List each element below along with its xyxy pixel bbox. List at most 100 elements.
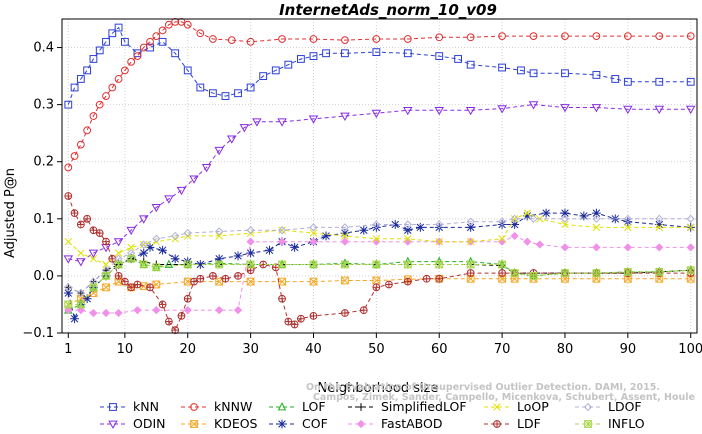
data-point-ldf [422, 274, 431, 283]
data-point-knn [208, 89, 217, 98]
legend-label-fastabod: FastABOD [381, 416, 443, 431]
data-point-knn [284, 60, 293, 69]
legend-label-cof: COF [302, 416, 328, 431]
data-point-odin [371, 109, 382, 119]
data-point-knn [120, 37, 129, 46]
legend-item-cof: COF [269, 416, 328, 431]
legend-label-simplifiedlof: SimplifiedLOF [381, 399, 467, 414]
data-point-simplifiedlof [64, 283, 73, 292]
y-tick-label: 0.2 [33, 155, 54, 170]
data-point-knnw [70, 152, 79, 160]
data-point-odin [528, 101, 539, 110]
data-point-knnw [196, 29, 205, 38]
data-point-knn [146, 43, 154, 52]
data-point-cof [158, 245, 167, 255]
data-point-ldof [277, 226, 287, 235]
legend-label-knn: kNN [133, 399, 159, 414]
series-line-ldof [68, 218, 691, 294]
data-point-knn [623, 77, 632, 86]
data-point-knnw [246, 37, 255, 46]
data-point-ldf [403, 277, 412, 286]
data-point-ldof [215, 227, 224, 236]
legend-marker-loop [493, 403, 501, 411]
watermark: Campos, Zimek, Sander, Campello, Micenko… [306, 382, 695, 403]
series-line-ldf [67, 195, 691, 332]
data-point-knnw [108, 83, 117, 92]
legend-item-kdeos: KDEOS [181, 416, 258, 431]
watermark-line-1: Campos, Zimek, Sander, Campello, Micenko… [313, 392, 695, 403]
data-point-loop [114, 249, 123, 257]
data-point-ldof [139, 240, 148, 249]
data-point-loop [102, 260, 110, 269]
data-point-ldof [560, 214, 570, 223]
data-point-knn [108, 29, 117, 38]
data-point-odin [685, 105, 696, 115]
data-point-inflo [139, 260, 148, 269]
data-point-inflo [561, 269, 569, 277]
data-point-knn [592, 71, 601, 79]
y-axis: −0.1 0.0 0.1 0.2 0.3 0.4 [22, 41, 62, 341]
data-point-knnw [435, 33, 444, 42]
legend-item-simplifiedlof: SimplifiedLOF [348, 399, 467, 414]
data-point-fastabod [89, 308, 98, 318]
x-axis-label: Neighborhood size [318, 381, 439, 396]
data-point-knn [686, 77, 695, 86]
data-point-odin [176, 186, 187, 196]
data-point-odin [277, 118, 287, 127]
data-point-ldf [127, 283, 136, 292]
data-point-knn [64, 100, 73, 109]
data-point-loop [64, 237, 73, 246]
data-point-fastabod [309, 237, 318, 246]
data-point-kdeos [215, 277, 224, 286]
data-point-fastabod [592, 243, 601, 252]
legend-label-knnw: kNNW [214, 399, 252, 414]
data-point-ldf [102, 237, 110, 246]
data-point-fastabod [560, 243, 570, 252]
data-point-knnw [152, 32, 161, 41]
data-point-knnw [139, 43, 148, 52]
data-point-ldf [177, 311, 186, 320]
data-point-loop [341, 232, 349, 240]
data-point-knnw [114, 75, 123, 83]
data-point-knnw [158, 26, 167, 35]
data-point-kdeos [152, 280, 161, 289]
data-point-knn [83, 66, 92, 75]
legend-label-odin: ODIN [133, 416, 166, 431]
data-point-ldf [64, 192, 73, 200]
data-point-knn [611, 75, 620, 83]
legend: kNN kNNW LOF SimplifiedLOF LoOP LDOF ODIN KDEOS… [100, 399, 645, 431]
data-point-odin [465, 106, 476, 116]
data-point-loop [510, 215, 519, 223]
data-point-odin [76, 258, 86, 267]
data-point-inflo [76, 300, 85, 309]
data-point-ldof [340, 223, 350, 232]
data-point-odin [623, 105, 633, 115]
data-point-fastabod [133, 306, 142, 315]
data-point-ldof [466, 217, 475, 226]
data-point-ldf [146, 283, 154, 292]
x-tick-label: 100 [678, 342, 702, 357]
data-point-ldf [183, 294, 192, 303]
data-point-knnw [309, 35, 318, 43]
legend-item-knnw: kNNW [181, 399, 252, 414]
legend-item-loop: LoOP [484, 399, 549, 414]
data-point-loop [561, 220, 569, 229]
x-tick-label: 60 [431, 342, 448, 357]
data-point-cof [359, 225, 369, 235]
data-point-odin [214, 146, 224, 156]
series-line-knnw [67, 21, 691, 168]
y-tick-label: −0.1 [22, 326, 54, 341]
data-point-inflo [592, 269, 601, 277]
data-point-cof [290, 242, 300, 252]
data-point-fastabod [535, 240, 544, 249]
data-point-inflo [64, 300, 73, 309]
data-point-knnw [372, 35, 381, 43]
legend-marker-ldof [583, 402, 593, 412]
data-point-loop [404, 235, 412, 243]
data-point-loop [466, 237, 475, 246]
data-point-ldof [686, 214, 695, 223]
data-point-ldof [435, 220, 444, 229]
data-point-ldf [196, 274, 205, 283]
data-point-knn [133, 49, 142, 58]
data-point-kdeos [278, 277, 286, 286]
